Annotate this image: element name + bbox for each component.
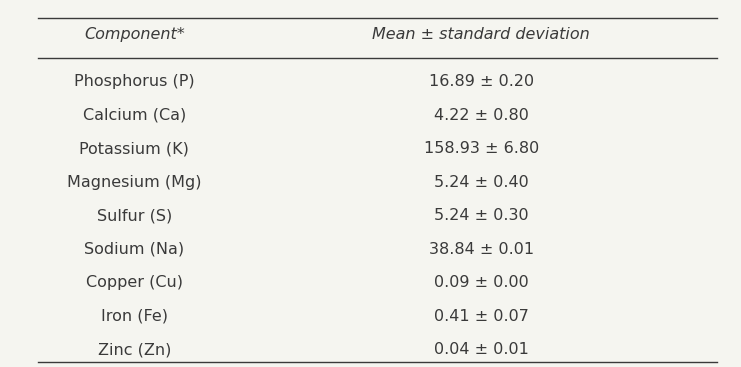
Text: Component*: Component* — [84, 27, 185, 42]
Text: 0.04 ± 0.01: 0.04 ± 0.01 — [433, 342, 528, 357]
Text: Phosphorus (P): Phosphorus (P) — [74, 74, 195, 89]
Text: Sodium (Na): Sodium (Na) — [84, 241, 185, 257]
Text: 0.09 ± 0.00: 0.09 ± 0.00 — [434, 275, 528, 290]
Text: Zinc (Zn): Zinc (Zn) — [98, 342, 171, 357]
Text: 38.84 ± 0.01: 38.84 ± 0.01 — [429, 241, 534, 257]
Text: Calcium (Ca): Calcium (Ca) — [83, 108, 186, 123]
Text: 5.24 ± 0.30: 5.24 ± 0.30 — [434, 208, 528, 223]
Text: Potassium (K): Potassium (K) — [79, 141, 189, 156]
Text: 158.93 ± 6.80: 158.93 ± 6.80 — [424, 141, 539, 156]
Text: Copper (Cu): Copper (Cu) — [86, 275, 183, 290]
Text: 5.24 ± 0.40: 5.24 ± 0.40 — [434, 175, 528, 189]
Text: Iron (Fe): Iron (Fe) — [101, 309, 167, 324]
Text: 0.41 ± 0.07: 0.41 ± 0.07 — [433, 309, 528, 324]
Text: 4.22 ± 0.80: 4.22 ± 0.80 — [433, 108, 528, 123]
Text: Magnesium (Mg): Magnesium (Mg) — [67, 175, 202, 189]
Text: 16.89 ± 0.20: 16.89 ± 0.20 — [429, 74, 534, 89]
Text: Mean ± standard deviation: Mean ± standard deviation — [373, 27, 590, 42]
Text: Sulfur (S): Sulfur (S) — [96, 208, 172, 223]
